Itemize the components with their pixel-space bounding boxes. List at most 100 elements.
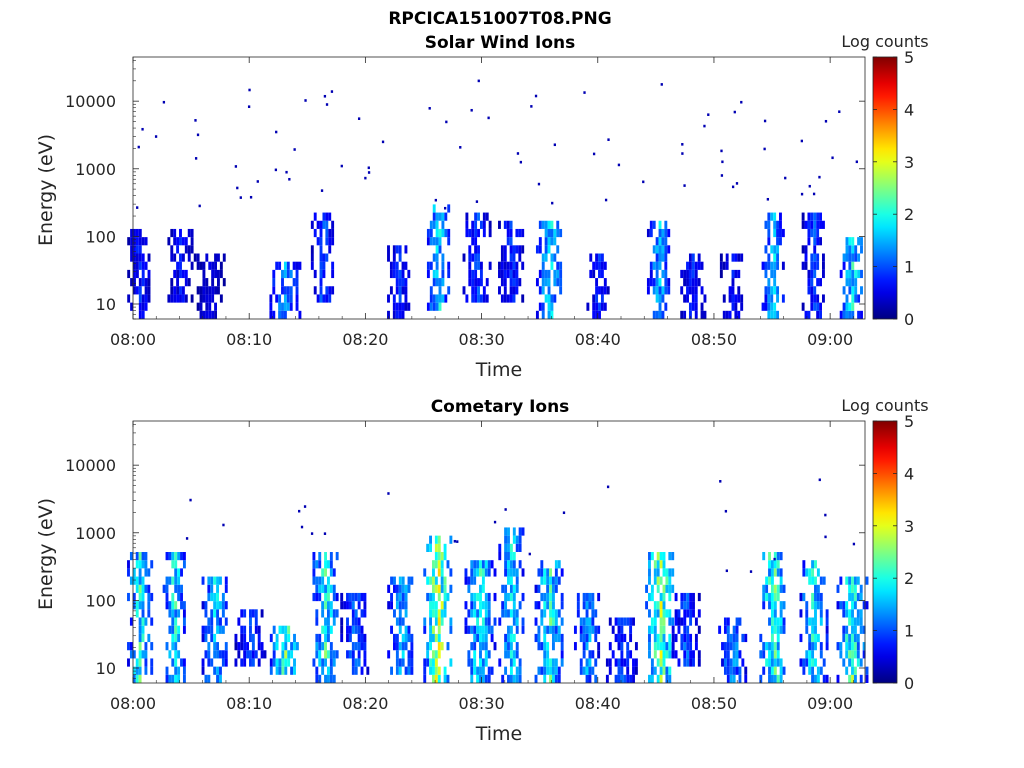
heatmap-cell	[407, 666, 411, 675]
heatmap-cell	[720, 174, 724, 177]
heatmap-cell	[779, 237, 782, 246]
heatmap-cell	[219, 617, 222, 626]
heatmap-cell	[734, 253, 738, 262]
heatmap-cell	[813, 220, 817, 229]
heatmap-cell	[671, 642, 675, 651]
heatmap-cell	[165, 601, 169, 610]
heatmap-cell	[184, 245, 188, 254]
heatmap-cell	[493, 617, 497, 626]
heatmap-cell	[655, 253, 659, 262]
heatmap-cell	[726, 658, 730, 667]
heatmap-cell	[658, 228, 662, 238]
heatmap-cell	[133, 253, 136, 262]
heatmap-cell	[546, 592, 550, 602]
heatmap-cell	[813, 237, 817, 246]
heatmap-cell	[443, 584, 447, 593]
heatmap-cell	[481, 642, 485, 651]
heatmap-cell	[773, 601, 777, 610]
heatmap-cell	[543, 658, 547, 667]
heatmap-cell	[179, 294, 182, 303]
heatmap-cell	[733, 110, 736, 114]
heatmap-cell	[515, 228, 519, 238]
heatmap-cell	[515, 625, 519, 634]
heatmap-cell	[776, 286, 780, 295]
heatmap-cell	[322, 220, 326, 229]
heatmap-cell	[290, 666, 294, 675]
heatmap-cell	[680, 592, 684, 602]
heatmap-cell	[141, 269, 145, 279]
heatmap-cell	[473, 658, 477, 667]
heatmap-cell	[441, 228, 445, 238]
heatmap-cell	[779, 228, 782, 238]
heatmap-cell	[129, 650, 133, 659]
heatmap-cell	[407, 625, 411, 634]
heatmap-cell	[194, 157, 198, 160]
heatmap-cell	[366, 666, 370, 675]
heatmap-cell	[441, 253, 445, 262]
heatmap-cell	[759, 633, 763, 643]
heatmap-cell	[805, 617, 809, 626]
heatmap-cell	[773, 278, 777, 287]
heatmap-cell	[289, 302, 293, 311]
heatmap-cell	[773, 253, 777, 262]
heatmap-cell	[723, 658, 727, 667]
heatmap-cell	[484, 601, 488, 610]
heatmap-cell	[509, 592, 513, 602]
heatmap-cell	[600, 269, 604, 279]
heatmap-cell	[465, 228, 469, 238]
heatmap-cell	[819, 310, 822, 319]
heatmap-cell	[181, 294, 185, 303]
heatmap-cell	[824, 513, 827, 517]
heatmap-cell	[653, 617, 657, 626]
heatmap-cell	[767, 302, 771, 311]
heatmap-cell	[668, 576, 672, 585]
heatmap-cell	[595, 310, 599, 319]
heatmap-cell	[620, 642, 624, 651]
heatmap-cell	[484, 592, 488, 602]
heatmap-cell	[723, 650, 727, 659]
heatmap-cell	[534, 633, 538, 643]
heatmap-cell	[732, 650, 736, 659]
heatmap-cell	[219, 625, 222, 634]
heatmap-cell	[398, 286, 402, 295]
heatmap-cell	[805, 625, 809, 634]
heatmap-cell	[141, 261, 145, 270]
heatmap-cell	[521, 527, 525, 536]
heatmap-cell	[171, 576, 175, 585]
heatmap-cell	[438, 302, 442, 311]
heatmap-cell	[205, 310, 209, 319]
heatmap-cell	[328, 228, 332, 238]
heatmap-cell	[476, 674, 480, 683]
heatmap-cell	[623, 617, 627, 626]
heatmap-cell	[617, 617, 621, 626]
heatmap-cell	[240, 642, 244, 651]
heatmap-cell	[467, 658, 471, 667]
heatmap-cell	[177, 552, 181, 561]
heatmap-cell	[404, 625, 408, 634]
heatmap-cell	[845, 666, 849, 675]
heatmap-cell	[592, 294, 596, 303]
heatmap-cell	[773, 625, 777, 634]
heatmap-cell	[179, 253, 182, 262]
heatmap-cell	[446, 560, 450, 569]
heatmap-cell	[518, 674, 522, 683]
heatmap-cell	[822, 658, 826, 667]
heatmap-cell	[340, 601, 344, 610]
heatmap-cell	[839, 601, 843, 610]
heatmap-cell	[329, 625, 333, 634]
heatmap-cell	[626, 658, 630, 667]
heatmap-cell	[171, 552, 175, 561]
heatmap-cell	[518, 278, 522, 287]
heatmap-cell	[851, 310, 855, 319]
heatmap-cell	[490, 625, 494, 634]
heatmap-cell	[842, 658, 846, 667]
heatmap-cell	[848, 674, 852, 683]
heatmap-cell	[779, 568, 783, 577]
heatmap-cell	[767, 294, 771, 303]
heatmap-cell	[474, 269, 478, 279]
heatmap-cell	[224, 642, 228, 651]
heatmap-cell	[810, 220, 814, 229]
heatmap-cell	[138, 237, 142, 246]
heatmap-cell	[354, 617, 358, 626]
heatmap-cell	[401, 269, 405, 279]
